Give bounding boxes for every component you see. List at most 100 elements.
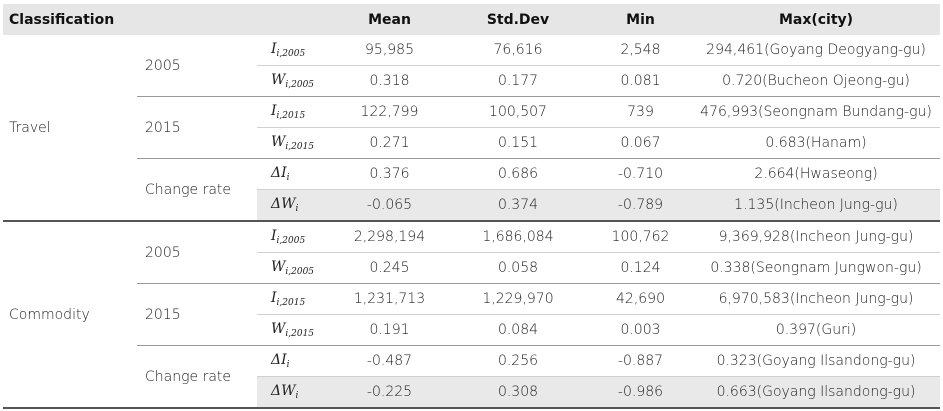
- stddev-value: 76,616: [447, 35, 589, 66]
- table-row: 2015 Ii,2015 1,231,713 1,229,970 42,690 6,970…: [3, 283, 940, 346]
- symbol-subscript: i: [295, 204, 299, 214]
- max-value: 476,993(Seongnam Bundang-gu): [692, 96, 940, 128]
- variable-symbol: Ii,2015: [257, 283, 332, 315]
- stddev-value: 1,686,084: [447, 221, 589, 253]
- table-row: ΔWi -0.065 0.374 -0.789 1.135(Incheon Jung-g…: [3, 189, 940, 222]
- stddev-value: 1,229,970: [447, 283, 589, 315]
- symbol-main: ΔI: [271, 165, 287, 181]
- mean-value: 0.376: [332, 158, 447, 190]
- table-row: Wi,2015 0.271 0.151 0.067 0.683(Hanam): [3, 127, 940, 159]
- symbol-main: W: [271, 259, 286, 275]
- symbol-main: ΔI: [271, 352, 287, 368]
- subgroup-label: 2005: [137, 221, 257, 284]
- symbol-main: W: [271, 72, 286, 88]
- max-value: 2.664(Hwaseong): [692, 158, 940, 190]
- table-row: 2015 Ii,2015 122,799 100,507 739 476,993(Seon…: [3, 96, 940, 159]
- variable-symbol: Ii,2015: [257, 96, 332, 128]
- symbol-main: I: [271, 228, 277, 244]
- max-value: 0.397(Guri): [692, 314, 940, 346]
- symbol-subscript: i,2015: [276, 298, 306, 308]
- table-row: Change rate ΔIi 0.376 0.686 -0.710 2.664(Hwas…: [3, 158, 940, 222]
- symbol-subscript: i,2005: [285, 267, 315, 277]
- max-value: 9,369,928(Incheon Jung-gu): [692, 221, 940, 253]
- mean-value: 0.245: [332, 252, 447, 284]
- mean-value: 122,799: [332, 96, 447, 128]
- mean-value: 95,985: [332, 35, 447, 66]
- stddev-value: 0.177: [447, 65, 589, 97]
- header-row: Classification Mean Std.Dev Min Max(city…: [3, 4, 940, 35]
- stddev-value: 0.151: [447, 127, 589, 159]
- variable-symbol: Wi,2015: [257, 127, 332, 159]
- max-value: 294,461(Goyang Deogyang-gu): [692, 35, 940, 66]
- subgroup-label: 2015: [137, 96, 257, 159]
- symbol-main: W: [271, 321, 286, 337]
- table-row: Wi,2005 0.318 0.177 0.081 0.720(Bucheon Ojeo…: [3, 65, 940, 97]
- subgroup-label: 2005: [137, 35, 257, 97]
- table-row: Commodity 2005 Ii,2005 2,298,194 1,686,084 10…: [3, 221, 940, 409]
- min-value: 2,548: [589, 35, 692, 66]
- stddev-value: 0.084: [447, 314, 589, 346]
- symbol-main: ΔW: [271, 383, 296, 399]
- header-classification: Classification: [3, 4, 332, 35]
- header-max: Max(city): [692, 4, 940, 35]
- symbol-main: ΔW: [271, 196, 296, 212]
- mean-value: 0.318: [332, 65, 447, 97]
- subgroup-label: 2015: [137, 283, 257, 346]
- mean-value: 0.271: [332, 127, 447, 159]
- min-value: 0.124: [589, 252, 692, 284]
- min-value: 739: [589, 96, 692, 128]
- symbol-main: I: [271, 290, 277, 306]
- table-row: Wi,2015 0.191 0.084 0.003 0.397(Guri): [3, 314, 940, 346]
- variable-symbol: ΔIi: [257, 345, 332, 377]
- header-min: Min: [589, 4, 692, 35]
- symbol-subscript: i,2005: [276, 236, 306, 246]
- variable-symbol: Wi,2005: [257, 252, 332, 284]
- symbol-subscript: i,2015: [276, 111, 306, 121]
- mean-value: 2,298,194: [332, 221, 447, 253]
- table-row: Travel 2005 Ii,2005 95,985 76,616 2,548 294,46…: [3, 35, 940, 222]
- stddev-value: 0.256: [447, 345, 589, 377]
- table-body: Travel 2005 Ii,2005 95,985 76,616 2,548 294,46…: [3, 35, 940, 409]
- variable-symbol: Wi,2005: [257, 65, 332, 97]
- variable-symbol: ΔIi: [257, 158, 332, 190]
- symbol-main: I: [271, 41, 277, 57]
- min-value: -0.986: [589, 376, 692, 409]
- group-label: Commodity: [3, 221, 137, 409]
- stddev-value: 100,507: [447, 96, 589, 128]
- variable-symbol: ΔWi: [257, 189, 332, 222]
- min-value: 100,762: [589, 221, 692, 253]
- stddev-value: 0.308: [447, 376, 589, 409]
- max-value: 1.135(Incheon Jung-gu): [692, 189, 940, 222]
- mean-value: 0.191: [332, 314, 447, 346]
- max-value: 0.663(Goyang Ilsandong-gu): [692, 376, 940, 409]
- max-value: 0.323(Goyang Ilsandong-gu): [692, 345, 940, 377]
- symbol-subscript: i,2005: [285, 80, 315, 90]
- max-value: 0.338(Seongnam Jungwon-gu): [692, 252, 940, 284]
- variable-symbol: Ii,2005: [257, 35, 332, 66]
- symbol-subscript: i: [295, 391, 299, 401]
- min-value: -0.887: [589, 345, 692, 377]
- symbol-subscript: i,2015: [285, 329, 315, 339]
- mean-value: 1,231,713: [332, 283, 447, 315]
- subgroup-label: Change rate: [137, 158, 257, 222]
- mean-value: -0.225: [332, 376, 447, 409]
- symbol-main: W: [271, 134, 286, 150]
- stddev-value: 0.058: [447, 252, 589, 284]
- symbol-subscript: i: [286, 173, 290, 183]
- max-value: 0.683(Hanam): [692, 127, 940, 159]
- max-value: 0.720(Bucheon Ojeong-gu): [692, 65, 940, 97]
- symbol-main: I: [271, 103, 277, 119]
- subgroup-label: Change rate: [137, 345, 257, 409]
- min-value: -0.710: [589, 158, 692, 190]
- symbol-subscript: i,2015: [285, 142, 315, 152]
- symbol-subscript: i: [286, 360, 290, 370]
- min-value: 0.067: [589, 127, 692, 159]
- variable-symbol: Ii,2005: [257, 221, 332, 253]
- mean-value: -0.065: [332, 189, 447, 222]
- header-mean: Mean: [332, 4, 447, 35]
- statistics-table: Classification Mean Std.Dev Min Max(city…: [3, 4, 940, 409]
- header-stddev: Std.Dev: [447, 4, 589, 35]
- stddev-value: 0.686: [447, 158, 589, 190]
- variable-symbol: ΔWi: [257, 376, 332, 409]
- min-value: 42,690: [589, 283, 692, 315]
